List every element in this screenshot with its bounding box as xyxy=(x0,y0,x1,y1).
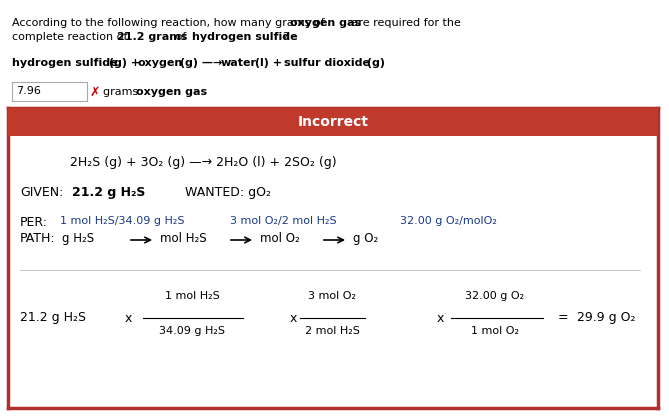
Text: are required for the: are required for the xyxy=(348,18,461,28)
Text: x: x xyxy=(436,312,444,324)
Text: 3 mol O₂/2 mol H₂S: 3 mol O₂/2 mol H₂S xyxy=(230,216,337,226)
Text: water: water xyxy=(221,58,257,68)
Text: 21.2 g H₂S: 21.2 g H₂S xyxy=(72,186,145,199)
Text: grams: grams xyxy=(103,87,142,97)
Text: g O₂: g O₂ xyxy=(353,232,378,245)
Text: oxygen gas: oxygen gas xyxy=(136,87,207,97)
Text: oxygen: oxygen xyxy=(138,58,183,68)
Text: 32.00 g O₂: 32.00 g O₂ xyxy=(466,291,524,301)
Text: 21.2 grams: 21.2 grams xyxy=(117,32,187,42)
Text: 2H₂S (g) + 3O₂ (g) —→ 2H₂O (l) + 2SO₂ (g): 2H₂S (g) + 3O₂ (g) —→ 2H₂O (l) + 2SO₂ (g… xyxy=(70,156,337,169)
Text: (g) —→: (g) —→ xyxy=(176,58,226,68)
Text: (g): (g) xyxy=(363,58,385,68)
Text: ?: ? xyxy=(282,32,288,42)
Text: of: of xyxy=(172,32,190,42)
Text: 34.09 g H₂S: 34.09 g H₂S xyxy=(159,326,225,336)
Text: mol O₂: mol O₂ xyxy=(260,232,300,245)
Text: hydrogen sulfide: hydrogen sulfide xyxy=(12,58,118,68)
Text: g H₂S: g H₂S xyxy=(62,232,94,245)
Text: sulfur dioxide: sulfur dioxide xyxy=(284,58,370,68)
Text: WANTED: gO₂: WANTED: gO₂ xyxy=(185,186,271,199)
Text: PER:: PER: xyxy=(20,216,48,229)
Text: x: x xyxy=(124,312,132,324)
Text: 1 mol H₂S/34.09 g H₂S: 1 mol H₂S/34.09 g H₂S xyxy=(60,216,185,226)
Text: (g) +: (g) + xyxy=(105,58,144,68)
Text: PATH:: PATH: xyxy=(20,232,56,245)
Text: Incorrect: Incorrect xyxy=(298,115,369,129)
Text: hydrogen sulfide: hydrogen sulfide xyxy=(192,32,298,42)
Text: 32.00 g O₂/molO₂: 32.00 g O₂/molO₂ xyxy=(400,216,497,226)
Text: 29.9 g O₂: 29.9 g O₂ xyxy=(577,312,636,324)
Text: =: = xyxy=(558,312,568,324)
Text: 21.2 g H₂S: 21.2 g H₂S xyxy=(20,312,86,324)
Text: complete reaction of: complete reaction of xyxy=(12,32,131,42)
Bar xyxy=(8,108,658,136)
Text: 1 mol O₂: 1 mol O₂ xyxy=(471,326,519,336)
Text: 7.96: 7.96 xyxy=(16,87,41,97)
Text: (l) +: (l) + xyxy=(251,58,286,68)
Text: 3 mol O₂: 3 mol O₂ xyxy=(308,291,356,301)
Text: oxygen gas: oxygen gas xyxy=(290,18,361,28)
Text: mol H₂S: mol H₂S xyxy=(160,232,207,245)
Text: GIVEN:: GIVEN: xyxy=(20,186,64,199)
Text: According to the following reaction, how many grams of: According to the following reaction, how… xyxy=(12,18,328,28)
Text: ✗: ✗ xyxy=(90,86,100,99)
Text: 2 mol H₂S: 2 mol H₂S xyxy=(304,326,359,336)
Text: x: x xyxy=(289,312,296,324)
Text: 1 mol H₂S: 1 mol H₂S xyxy=(165,291,219,301)
